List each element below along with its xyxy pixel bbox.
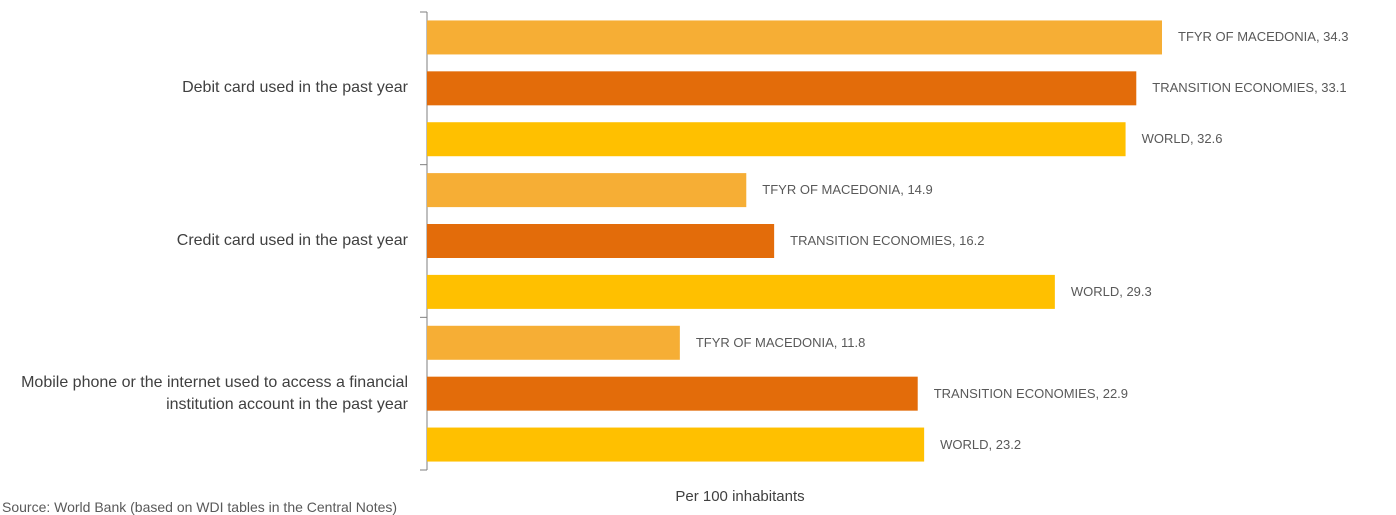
category-label: Mobile phone or the internet used to acc…	[21, 373, 408, 413]
data-label: TFYR OF MACEDONIA, 34.3	[1178, 29, 1349, 45]
bar	[427, 427, 925, 462]
category-label: Debit card used in the past year	[182, 79, 408, 97]
bar	[427, 20, 1162, 55]
data-label: TRANSITION ECONOMIES, 33.1	[1152, 80, 1347, 96]
data-label: TFYR OF MACEDONIA, 11.8	[695, 334, 866, 350]
data-label: WORLD, 29.3	[1070, 283, 1152, 299]
data-label: TFYR OF MACEDONIA, 14.9	[762, 182, 933, 198]
bar	[427, 122, 1126, 157]
category-label: Credit card used in the past year	[176, 232, 408, 249]
data-label: TRANSITION ECONOMIES, 16.2	[790, 233, 985, 248]
x-axis-label: Per 100 inhabitants	[675, 488, 805, 505]
bar	[427, 224, 775, 258]
bar	[427, 71, 1137, 106]
data-label: WORLD, 32.6	[1141, 131, 1223, 147]
bar	[427, 325, 680, 360]
data-label: WORLD, 23.2	[940, 436, 1022, 452]
bar	[427, 376, 918, 411]
bar	[427, 274, 1055, 309]
bar	[427, 173, 747, 208]
source-note: Source: World Bank (based on WDI tables …	[2, 499, 398, 515]
data-label: TRANSITION ECONOMIES, 22.9	[933, 385, 1129, 401]
